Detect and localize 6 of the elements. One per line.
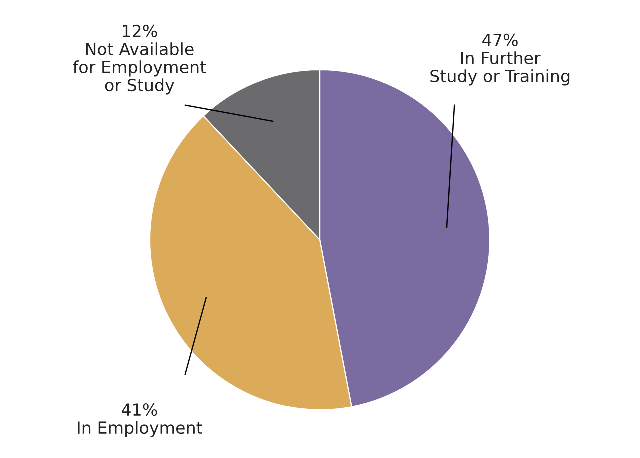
slice-label: Not Available for Employment or Study — [73, 42, 206, 95]
data-label: 47% — [482, 34, 518, 46]
data-label: 12% — [122, 24, 158, 38]
slice-label: In Employment — [78, 421, 202, 438]
slice-label: In Further Study or Training — [430, 52, 570, 86]
data-label: 41% — [122, 404, 158, 416]
